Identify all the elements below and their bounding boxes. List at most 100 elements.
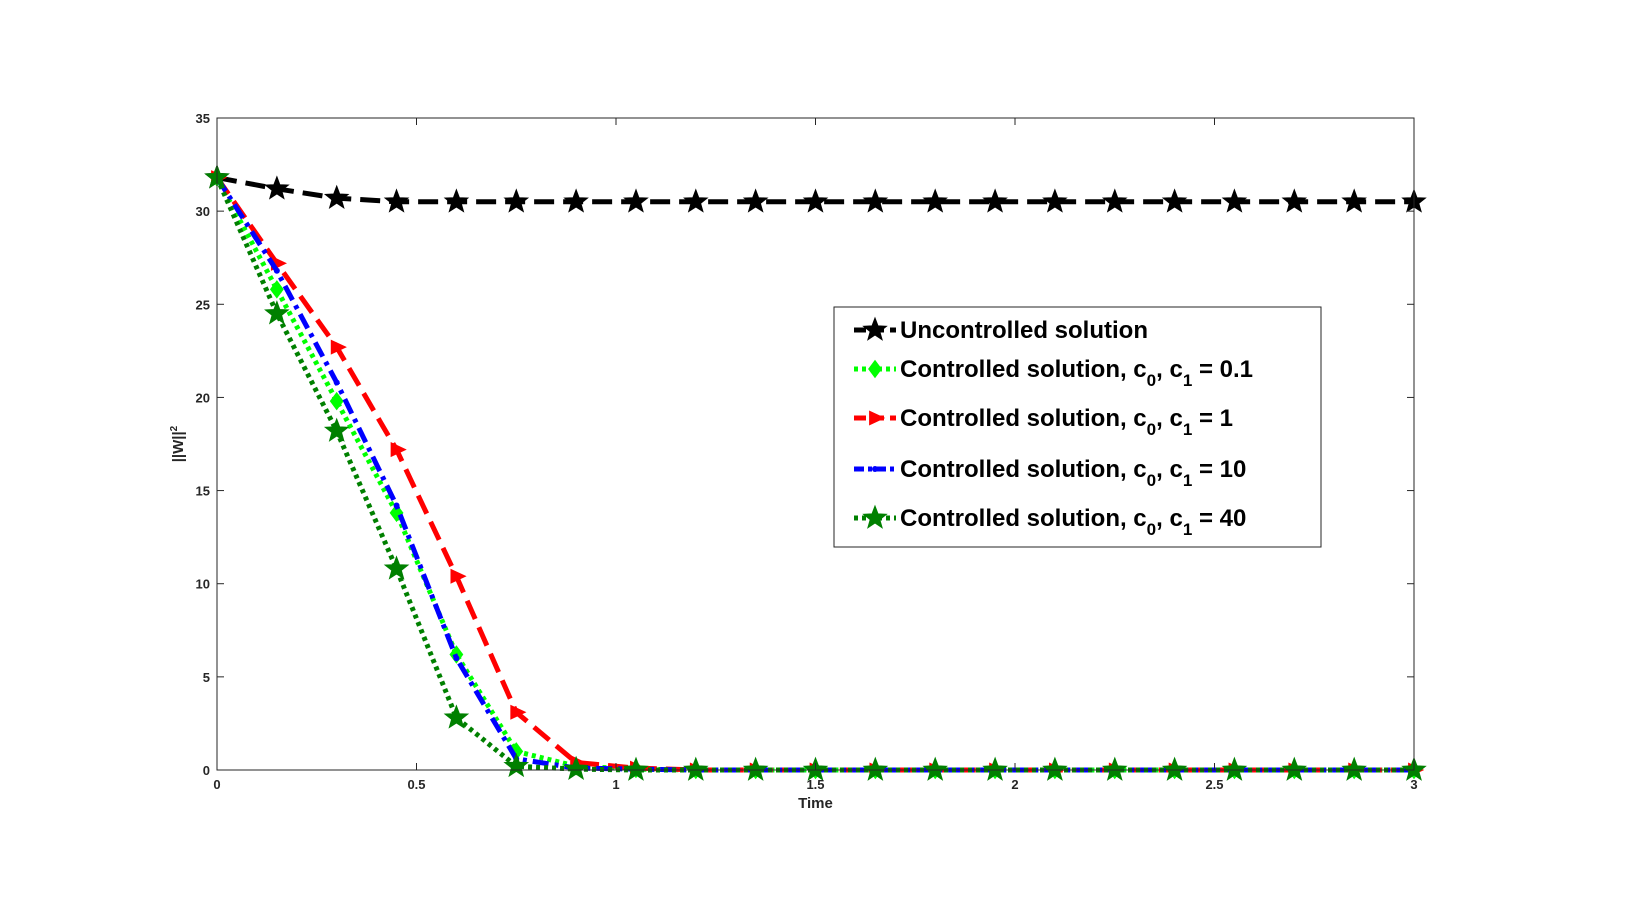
legend-entry: Controlled solution, c0, c1 = 40 bbox=[854, 504, 1246, 539]
legend-label-mid: , c bbox=[1156, 456, 1183, 483]
star-marker bbox=[323, 184, 350, 209]
star-marker bbox=[264, 300, 290, 325]
x-tick-label: 2 bbox=[1011, 777, 1018, 792]
star-marker bbox=[982, 188, 1008, 213]
legend-label-main: Controlled solution, c bbox=[900, 356, 1147, 383]
series-line bbox=[216, 175, 1414, 205]
legend-label-tail: = 0.1 bbox=[1192, 356, 1253, 383]
legend-label-main: Controlled solution, c bbox=[900, 405, 1147, 432]
star-marker bbox=[1281, 188, 1308, 213]
star-marker bbox=[383, 555, 410, 580]
star-marker bbox=[623, 188, 649, 213]
legend-label-main: Controlled solution, c bbox=[900, 505, 1147, 532]
legend-label-mid: , c bbox=[1156, 356, 1183, 383]
star-marker bbox=[264, 175, 290, 200]
star-marker bbox=[1281, 756, 1308, 781]
triangle-marker bbox=[450, 568, 467, 584]
star-marker bbox=[1341, 756, 1367, 781]
y-tick-label: 5 bbox=[203, 670, 210, 685]
star-marker bbox=[323, 417, 350, 442]
legend-label-sub0: 0 bbox=[1147, 371, 1156, 390]
star-marker bbox=[1101, 188, 1128, 213]
legend: Uncontrolled solution Controlled solution… bbox=[833, 306, 1322, 548]
star-marker bbox=[1161, 756, 1188, 781]
legend-label-sub1: 1 bbox=[1183, 371, 1192, 390]
y-tick-label: 25 bbox=[196, 297, 210, 312]
point-marker bbox=[872, 466, 878, 472]
legend-label-mid: , c bbox=[1156, 505, 1183, 532]
triangle-marker bbox=[510, 704, 527, 720]
legend-label-sub1: 1 bbox=[1183, 420, 1192, 439]
y-axis-title-superscript: 2 bbox=[169, 425, 180, 431]
y-tick-label: 30 bbox=[196, 204, 210, 219]
legend-label-tail: = 1 bbox=[1192, 405, 1233, 432]
y-tick-label: 10 bbox=[196, 577, 210, 592]
star-marker bbox=[1341, 188, 1367, 213]
star-marker bbox=[742, 188, 769, 213]
y-tick-label: 35 bbox=[196, 111, 210, 126]
y-tick-label: 0 bbox=[203, 763, 210, 778]
y-axis-title-main: ||W|| bbox=[170, 431, 187, 462]
star-marker bbox=[982, 756, 1008, 781]
legend-label-sub0: 0 bbox=[1147, 520, 1156, 539]
star-marker bbox=[1042, 188, 1068, 213]
star-marker bbox=[563, 188, 589, 213]
point-marker bbox=[273, 267, 280, 274]
legend-entry: Controlled solution, c0, c1 = 10 bbox=[854, 456, 1246, 490]
legend-label-tail: = 40 bbox=[1192, 505, 1246, 532]
x-tick-label: 1 bbox=[612, 777, 619, 792]
legend-label-main: Controlled solution, c bbox=[900, 456, 1147, 483]
x-axis-title: Time bbox=[798, 795, 833, 812]
star-marker bbox=[683, 756, 709, 781]
x-tick-label: 0.5 bbox=[407, 777, 425, 792]
diamond-marker bbox=[329, 391, 344, 411]
star-marker bbox=[1161, 188, 1188, 213]
legend-entry: Controlled solution, c0, c1 = 0.1 bbox=[854, 356, 1253, 390]
point-marker bbox=[453, 655, 460, 662]
legend-label: Controlled solution, c0, c1 = 1 bbox=[900, 405, 1233, 439]
star-marker bbox=[862, 316, 888, 341]
triangle-marker bbox=[869, 410, 886, 426]
legend-label-sub0: 0 bbox=[1147, 420, 1156, 439]
legend-label: Uncontrolled solution bbox=[900, 317, 1148, 344]
star-marker bbox=[802, 188, 829, 213]
series-1 bbox=[204, 164, 1427, 213]
x-tick-label: 3 bbox=[1410, 777, 1417, 792]
y-tick-label: 20 bbox=[196, 390, 210, 405]
y-axis-title: ||W||2 bbox=[169, 425, 187, 462]
diamond-marker bbox=[389, 503, 404, 523]
triangle-marker bbox=[330, 339, 347, 355]
star-marker bbox=[862, 756, 889, 781]
star-marker bbox=[443, 188, 470, 213]
point-marker bbox=[393, 502, 400, 509]
star-marker bbox=[1042, 756, 1068, 781]
legend-label-main: Uncontrolled solution bbox=[900, 317, 1148, 344]
legend-label: Controlled solution, c0, c1 = 0.1 bbox=[900, 356, 1253, 390]
star-marker bbox=[443, 704, 470, 729]
x-tick-label: 0 bbox=[213, 777, 220, 792]
star-marker bbox=[683, 188, 709, 213]
diamond-marker bbox=[868, 359, 882, 379]
x-tick-label: 1.5 bbox=[806, 777, 824, 792]
legend-entry: Controlled solution, c0, c1 = 1 bbox=[854, 405, 1233, 439]
legend-entry: Uncontrolled solution bbox=[854, 316, 1148, 344]
star-marker bbox=[862, 188, 889, 213]
legend-label: Controlled solution, c0, c1 = 40 bbox=[900, 505, 1246, 539]
star-marker bbox=[563, 755, 589, 780]
star-marker bbox=[862, 504, 888, 529]
diamond-marker bbox=[269, 280, 284, 299]
star-marker bbox=[383, 188, 410, 213]
legend-box bbox=[833, 306, 1322, 548]
legend-label-sub1: 1 bbox=[1183, 471, 1192, 490]
star-marker bbox=[742, 756, 769, 781]
legend-label-tail: = 10 bbox=[1192, 456, 1246, 483]
point-marker bbox=[333, 379, 340, 386]
legend-label-sub0: 0 bbox=[1147, 471, 1156, 490]
y-tick-label: 15 bbox=[196, 484, 210, 499]
star-marker bbox=[503, 752, 530, 778]
star-marker bbox=[1221, 756, 1248, 781]
star-marker bbox=[922, 756, 948, 781]
legend-label-sub1: 1 bbox=[1183, 520, 1192, 539]
